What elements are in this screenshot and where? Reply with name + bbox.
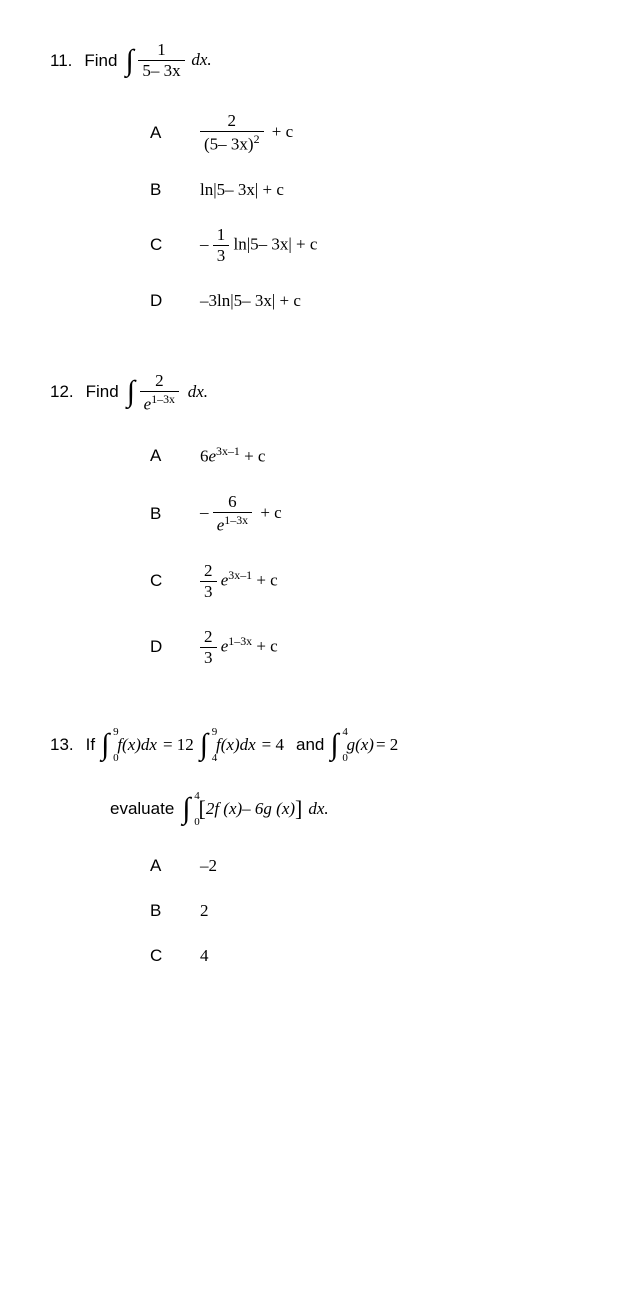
choice-value: 2 bbox=[200, 901, 209, 921]
choice-math: –3ln|5– 3x| + c bbox=[200, 291, 301, 311]
integral-sign: ∫40 bbox=[182, 792, 190, 826]
question-number: 12. bbox=[50, 382, 74, 402]
stem-math: ∫ 1 5– 3x dx. bbox=[125, 40, 211, 81]
stem-prefix: Find bbox=[84, 51, 117, 71]
choice-label: A bbox=[150, 446, 200, 466]
choice-value: 4 bbox=[200, 946, 209, 966]
evaluate-label: evaluate bbox=[110, 799, 174, 819]
evaluate-row: evaluate ∫40 [ 2f (x)– 6g (x) ] dx. bbox=[110, 792, 575, 826]
choice-B: B 2 bbox=[150, 901, 575, 921]
question-13: 13. If ∫90 f(x)dx = 12 ∫94 f(x)dx = 4 an… bbox=[50, 728, 575, 966]
integral-sign: ∫94 bbox=[200, 728, 208, 762]
choice-label: A bbox=[150, 856, 200, 876]
choice-math: ln|5– 3x| + c bbox=[200, 180, 284, 200]
question-stem: 11. Find ∫ 1 5– 3x dx. bbox=[50, 40, 575, 81]
stem-prefix: If bbox=[86, 735, 95, 755]
choice-math: 2 3 e3x–1 + c bbox=[200, 561, 278, 602]
choice-label: C bbox=[150, 571, 200, 591]
choice-math: – 1 3 ln|5– 3x| + c bbox=[200, 225, 317, 266]
choice-D: D –3ln|5– 3x| + c bbox=[150, 291, 575, 311]
question-stem: 12. Find ∫ 2 e1–3x dx. bbox=[50, 371, 575, 415]
choice-C: C 2 3 e3x–1 + c bbox=[150, 561, 575, 602]
dx: dx. bbox=[188, 382, 208, 401]
choice-label: A bbox=[150, 123, 200, 143]
choices: A 2 (5– 3x)2 + c B ln|5– 3x| + c C – 1 bbox=[150, 111, 575, 311]
choice-math: 2 (5– 3x)2 + c bbox=[200, 111, 293, 155]
integrand-num: 1 bbox=[138, 40, 184, 61]
choice-math: – 6 e1–3x + c bbox=[200, 492, 282, 536]
choices: A 6e3x–1 + c B – 6 e1–3x + c C 2 3 bbox=[150, 444, 575, 667]
choices: A –2 B 2 C 4 bbox=[150, 856, 575, 966]
choice-C: C – 1 3 ln|5– 3x| + c bbox=[150, 225, 575, 266]
integral-sign: ∫ bbox=[127, 375, 135, 409]
choice-label: B bbox=[150, 901, 200, 921]
integral-sign: ∫ bbox=[125, 44, 133, 78]
choice-A: A –2 bbox=[150, 856, 575, 876]
stem-prefix: Find bbox=[86, 382, 119, 402]
dx: dx. bbox=[191, 50, 211, 69]
integral-sign: ∫90 bbox=[101, 728, 109, 762]
question-11: 11. Find ∫ 1 5– 3x dx. A 2 (5– 3x)2 + c … bbox=[50, 40, 575, 311]
question-number: 11. bbox=[50, 51, 72, 71]
choice-math: 2 3 e1–3x + c bbox=[200, 627, 278, 668]
choice-D: D 2 3 e1–3x + c bbox=[150, 627, 575, 668]
choice-math: 6e3x–1 + c bbox=[200, 444, 265, 467]
choice-label: C bbox=[150, 946, 200, 966]
integrand-den: e1–3x bbox=[140, 392, 179, 415]
choice-A: A 6e3x–1 + c bbox=[150, 444, 575, 467]
integrand-den: 5– 3x bbox=[138, 61, 184, 81]
stem-math: ∫ 2 e1–3x dx. bbox=[127, 371, 208, 415]
choice-label: D bbox=[150, 291, 200, 311]
integral-sign: ∫40 bbox=[330, 728, 338, 762]
choice-label: B bbox=[150, 180, 200, 200]
choice-C: C 4 bbox=[150, 946, 575, 966]
choice-B: B ln|5– 3x| + c bbox=[150, 180, 575, 200]
choice-value: –2 bbox=[200, 856, 217, 876]
choice-label: C bbox=[150, 235, 200, 255]
choice-label: D bbox=[150, 637, 200, 657]
choice-label: B bbox=[150, 504, 200, 524]
choice-B: B – 6 e1–3x + c bbox=[150, 492, 575, 536]
choice-A: A 2 (5– 3x)2 + c bbox=[150, 111, 575, 155]
question-12: 12. Find ∫ 2 e1–3x dx. A 6e3x–1 + c B – … bbox=[50, 371, 575, 668]
dx: dx. bbox=[308, 799, 328, 819]
integrand-num: 2 bbox=[140, 371, 179, 392]
question-stem: 13. If ∫90 f(x)dx = 12 ∫94 f(x)dx = 4 an… bbox=[50, 728, 575, 762]
question-number: 13. bbox=[50, 735, 74, 755]
